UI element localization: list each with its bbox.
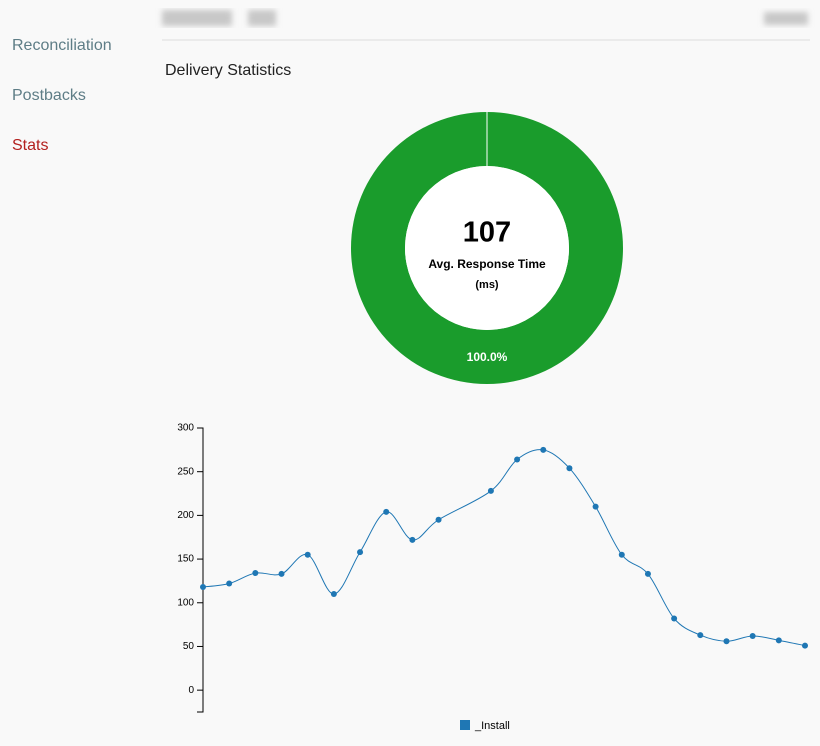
section-heading: Delivery Statistics xyxy=(165,62,291,79)
y-tick-label: 0 xyxy=(188,685,194,696)
point xyxy=(644,570,651,577)
point xyxy=(383,508,390,515)
center-label: Avg. Response Time xyxy=(428,257,546,271)
nav-link[interactable]: Postbacks xyxy=(12,87,86,104)
nav-link[interactable]: Stats xyxy=(12,137,48,154)
point xyxy=(723,638,730,645)
point xyxy=(775,637,782,644)
point xyxy=(540,446,547,453)
donut-hole xyxy=(405,166,569,330)
point xyxy=(357,549,364,556)
y-tick-label: 250 xyxy=(177,466,194,477)
blurred-header xyxy=(162,10,808,26)
slice-label: 100.0% xyxy=(467,350,508,364)
point xyxy=(802,642,808,649)
point xyxy=(226,580,233,587)
point xyxy=(330,591,337,598)
point xyxy=(435,516,442,523)
legend-label: _Install xyxy=(474,720,510,732)
point xyxy=(200,584,206,591)
y-tick-label: 300 xyxy=(177,423,194,434)
y-tick-label: 50 xyxy=(183,641,195,652)
point xyxy=(252,570,259,577)
point xyxy=(487,487,494,494)
y-tick-label: 200 xyxy=(177,510,194,521)
point xyxy=(278,570,285,577)
point xyxy=(592,503,599,510)
center-value: 107 xyxy=(463,217,511,249)
center-unit: (ms) xyxy=(475,279,499,291)
nav-link[interactable]: Reconciliation xyxy=(12,37,112,54)
y-tick-label: 150 xyxy=(177,554,194,565)
point xyxy=(304,551,311,558)
blurred-title xyxy=(162,10,232,26)
donut-slice xyxy=(351,112,623,384)
blurred-user xyxy=(764,12,808,25)
point xyxy=(514,456,521,463)
legend-swatch xyxy=(460,720,470,730)
point xyxy=(697,632,704,639)
point xyxy=(409,536,416,543)
blurred-title xyxy=(248,10,276,26)
y-tick-label: 100 xyxy=(177,597,194,608)
point xyxy=(618,551,625,558)
point xyxy=(671,615,678,622)
point xyxy=(749,632,756,639)
point xyxy=(566,465,573,472)
